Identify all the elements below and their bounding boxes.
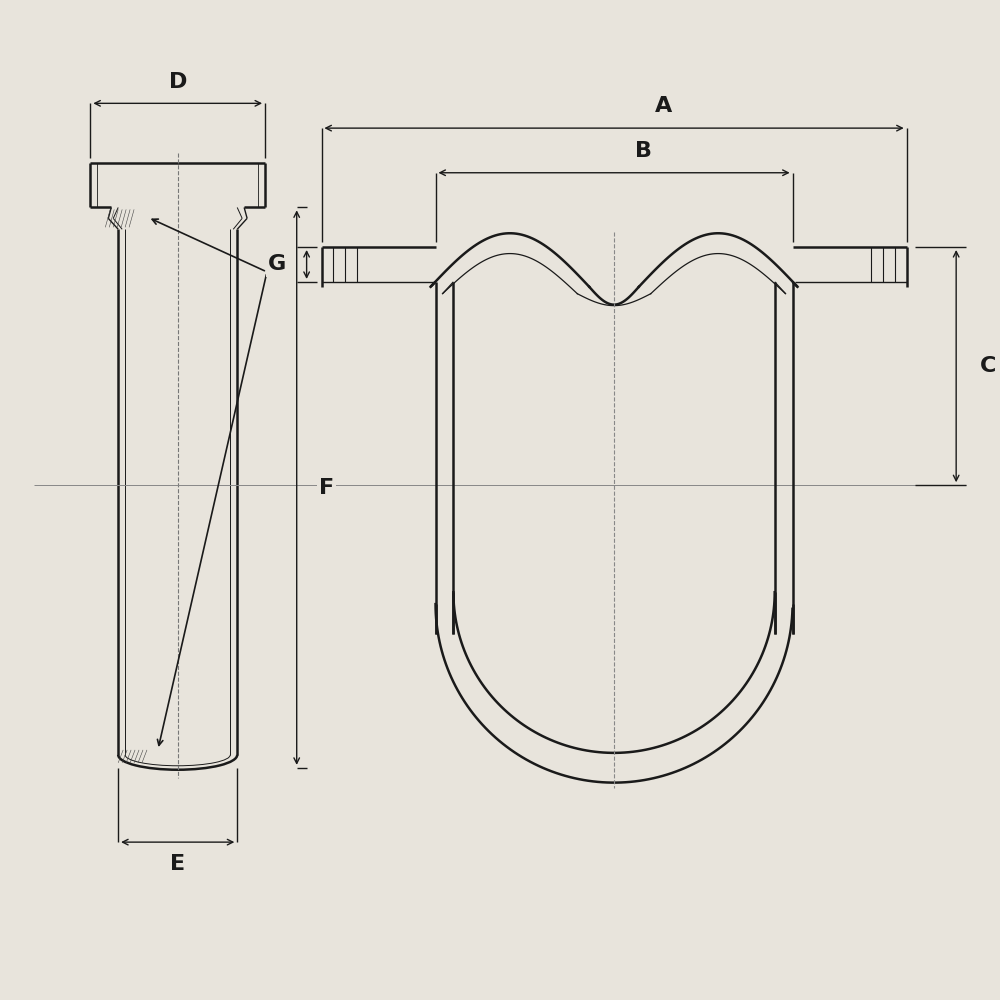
Text: B: B	[635, 141, 652, 161]
Text: A: A	[655, 96, 672, 116]
Text: F: F	[319, 478, 334, 498]
Text: G: G	[268, 254, 286, 274]
Text: D: D	[169, 72, 187, 92]
Text: C: C	[980, 356, 996, 376]
Text: E: E	[170, 854, 185, 874]
